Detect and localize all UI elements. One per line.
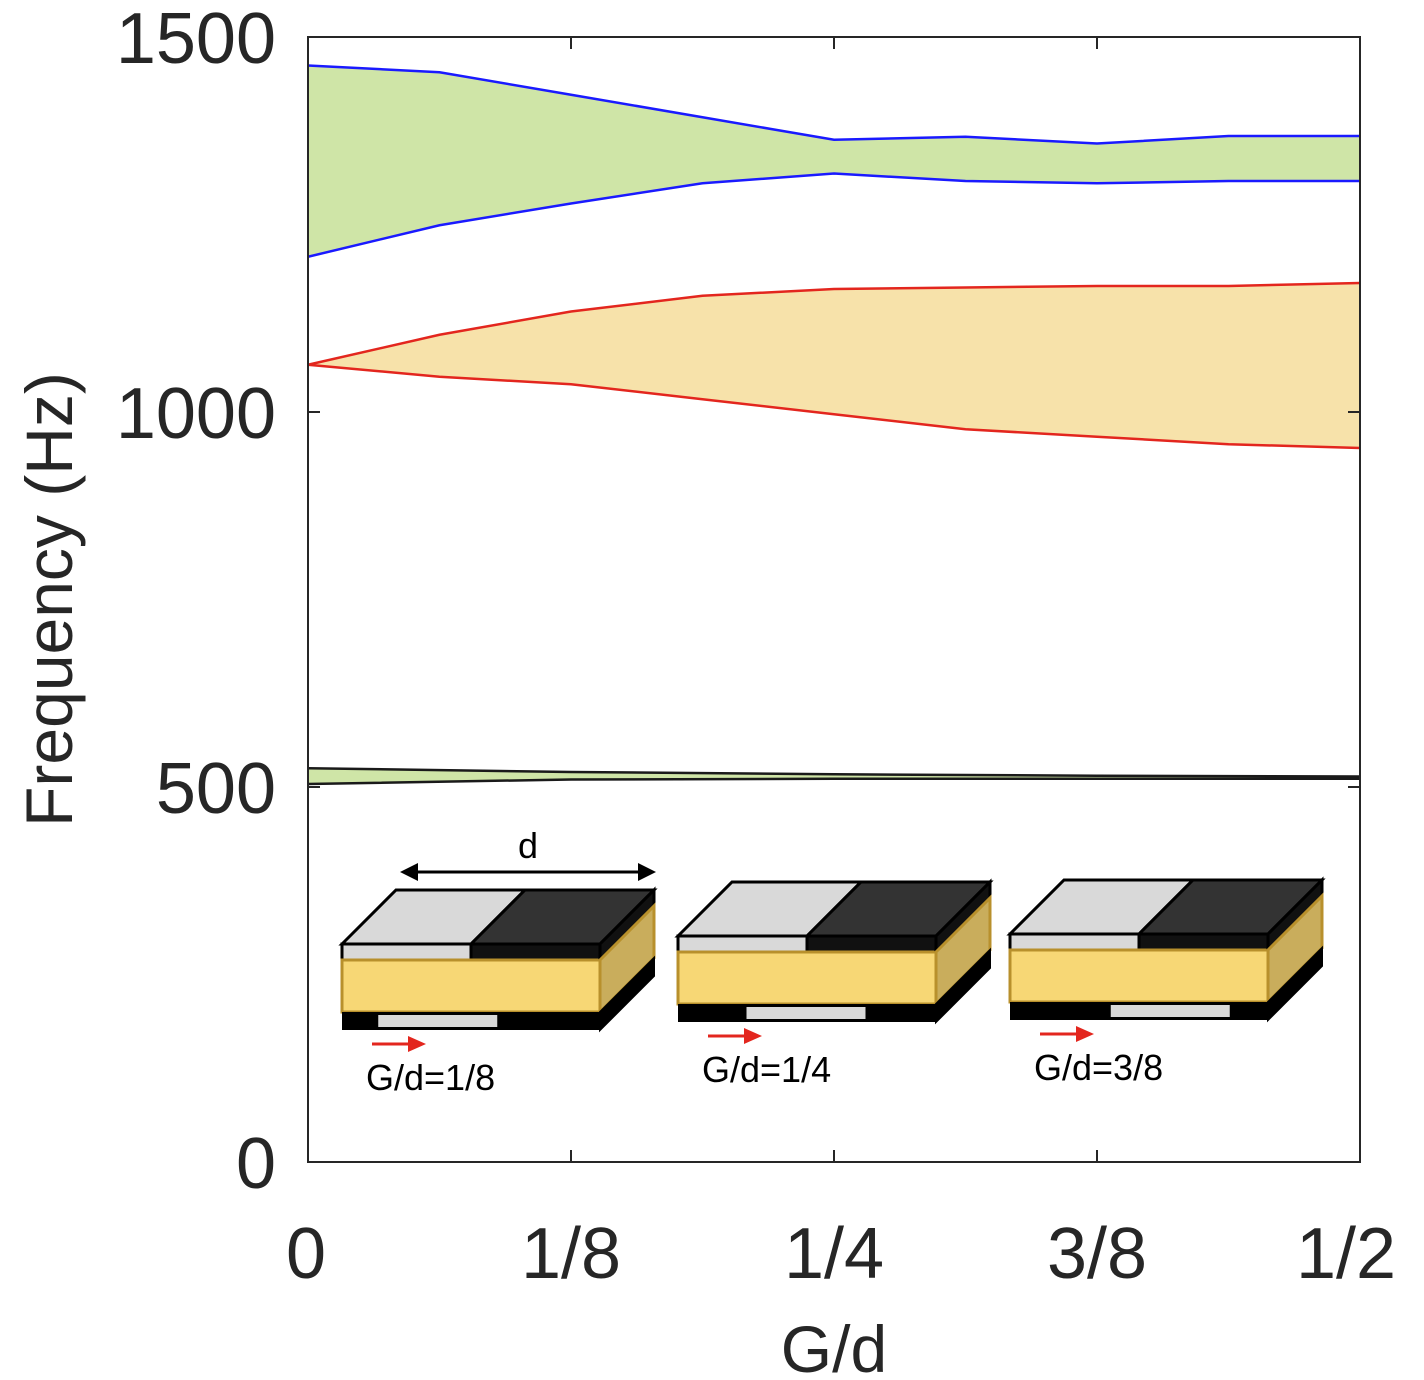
unit-cell-inset: G/d=1/8 G/d=1/4 G/d=3/8 d — [338, 825, 1326, 1098]
bottom-strip-light — [378, 1015, 498, 1027]
x-axis-label: G/d — [781, 1312, 887, 1380]
y-tick-label: 500 — [156, 749, 276, 829]
dimension-arrow-left-head — [400, 863, 418, 881]
cell-ratio-label: G/d=1/8 — [366, 1057, 495, 1098]
x-tick-label: 1/2 — [1296, 1214, 1396, 1294]
x-tick-label: 1/8 — [521, 1214, 621, 1294]
top-strip-light — [1008, 932, 1141, 952]
band-3-upper-edge — [307, 767, 1361, 778]
core-front — [676, 950, 938, 1006]
band-2-fill — [308, 283, 1360, 448]
shift-arrow-head — [1076, 1026, 1094, 1042]
top-strip-dark — [1137, 932, 1270, 952]
bottom-strip-light — [1110, 1005, 1230, 1017]
ticks-layer: 0 1/8 1/4 3/8 1/2 0 500 1000 1500 — [116, 0, 1396, 1294]
band-1-upper-edge — [307, 64, 1360, 145]
core-front — [1008, 948, 1270, 1004]
y-axis-label: Frequency (Hz) — [12, 372, 86, 827]
unit-cell-1: G/d=1/8 — [338, 886, 658, 1098]
band-3-lower-edge — [307, 777, 1360, 786]
cell-ratio-label: G/d=3/8 — [1034, 1047, 1163, 1088]
unit-cell-2: G/d=1/4 — [674, 878, 994, 1090]
top-strip-dark — [469, 942, 602, 962]
cell-ratio-label: G/d=1/4 — [702, 1049, 831, 1090]
shift-arrow-head — [408, 1036, 426, 1052]
band-1-lower-edge — [307, 172, 1360, 258]
y-tick-label: 0 — [236, 1124, 276, 1204]
dimension-arrow-right-head — [638, 863, 656, 881]
x-tick-label: 0 — [286, 1214, 326, 1294]
x-tick-label: 3/8 — [1047, 1214, 1147, 1294]
core-front — [340, 958, 602, 1014]
dimension-d: d — [400, 825, 656, 881]
x-tick-label: 1/4 — [784, 1214, 884, 1294]
band-2-upper-edge — [307, 281, 1361, 366]
bottom-strip-light — [746, 1007, 866, 1019]
top-strip-light — [676, 934, 809, 954]
y-tick-label: 1000 — [116, 374, 276, 454]
unit-cell-3: G/d=3/8 — [1006, 876, 1326, 1088]
bands-layer — [307, 64, 1361, 786]
top-strip-dark — [805, 934, 938, 954]
shift-arrow-head — [744, 1028, 762, 1044]
dimension-label: d — [518, 825, 538, 866]
y-tick-label: 1500 — [116, 0, 276, 79]
top-strip-light — [340, 942, 473, 962]
band-1-fill — [308, 65, 1360, 257]
band-2-lower-edge — [307, 363, 1361, 450]
